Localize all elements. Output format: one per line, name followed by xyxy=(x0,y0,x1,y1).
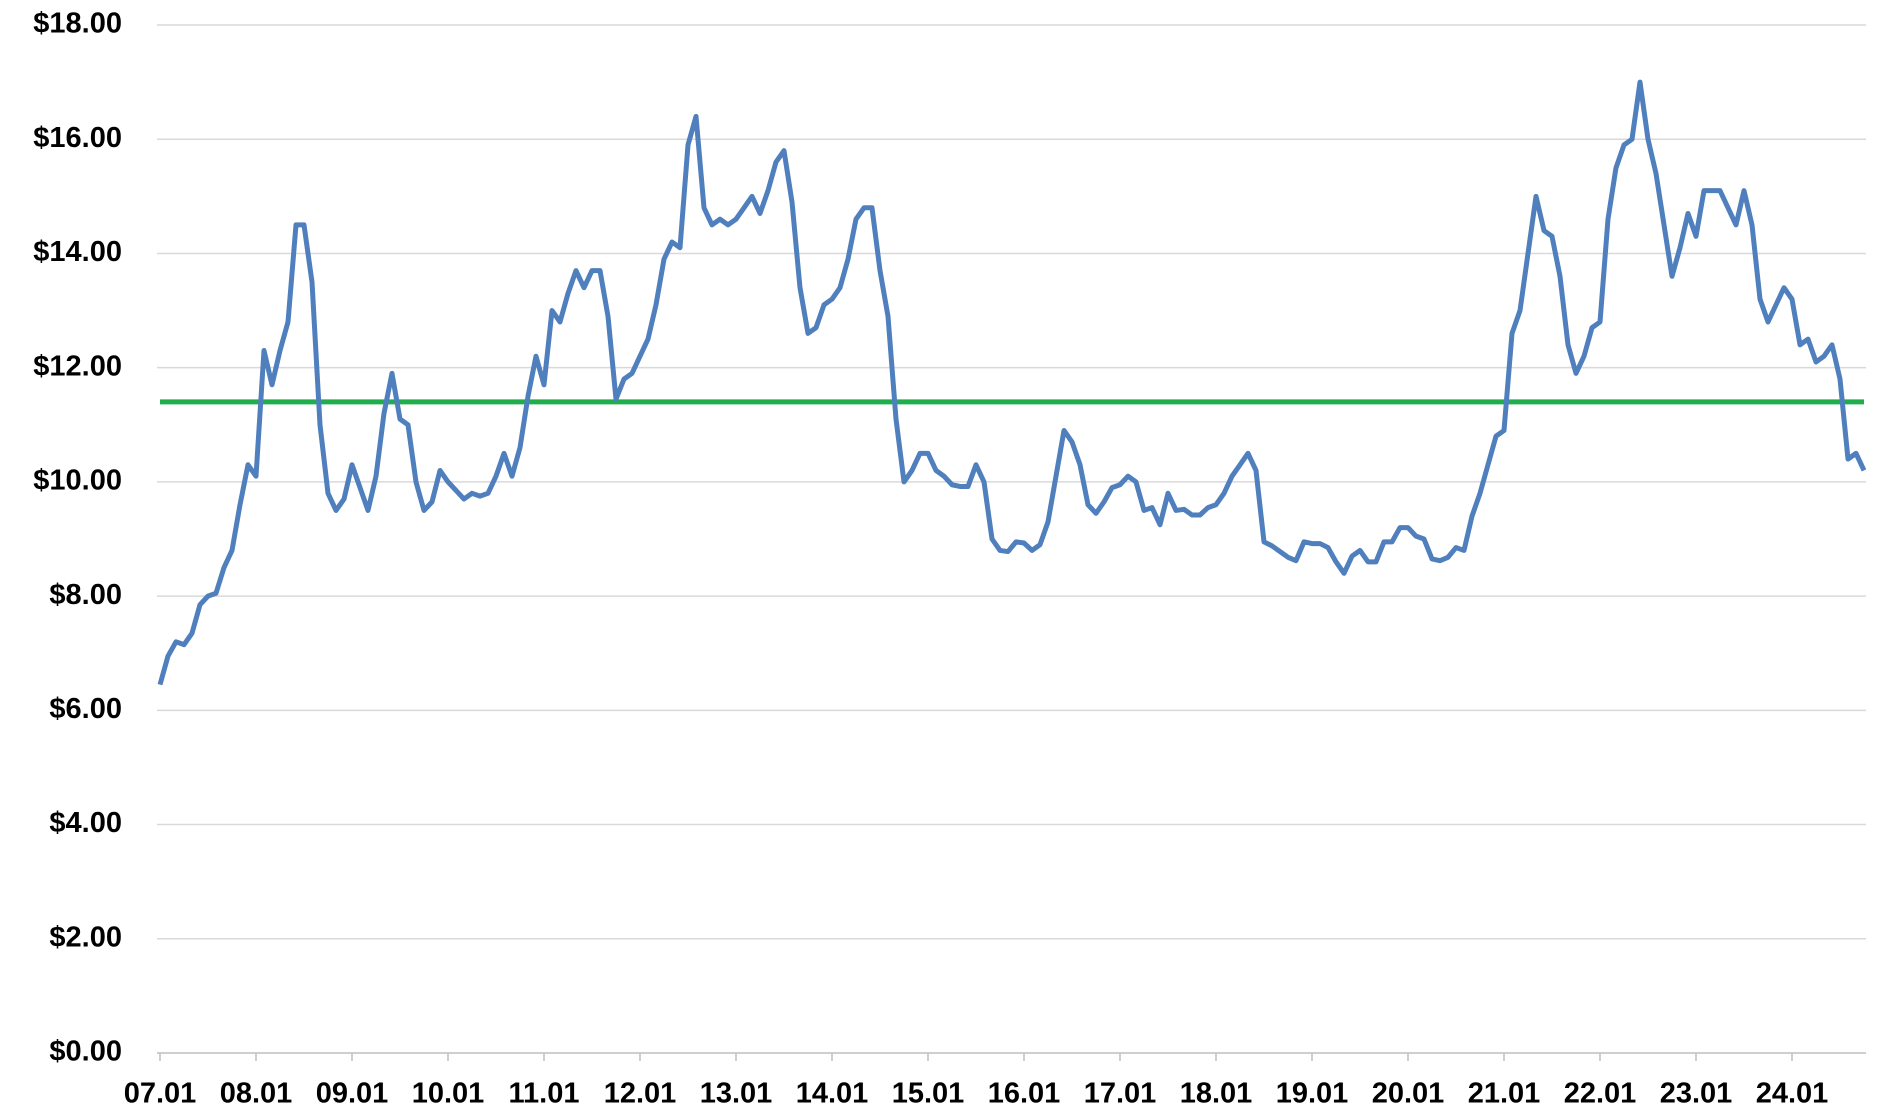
x-tick-label: 16.01 xyxy=(988,1078,1061,1107)
x-tick-label: 07.01 xyxy=(124,1078,197,1107)
x-tick-label: 14.01 xyxy=(796,1078,869,1107)
y-tick-label: $0.00 xyxy=(49,1036,122,1068)
y-tick-label: $4.00 xyxy=(49,807,122,839)
y-tick-label: $10.00 xyxy=(33,465,122,497)
x-tick-label: 13.01 xyxy=(700,1078,773,1107)
y-tick-label: $18.00 xyxy=(33,8,122,40)
y-tick-label: $8.00 xyxy=(49,579,122,611)
x-tick-label: 11.01 xyxy=(509,1078,580,1107)
x-tick-label: 23.01 xyxy=(1660,1078,1733,1107)
x-tick-label: 21.01 xyxy=(1468,1078,1541,1107)
y-tick-label: $6.00 xyxy=(49,693,122,725)
x-tick-label: 10.01 xyxy=(412,1078,485,1107)
x-tick-label: 19.01 xyxy=(1276,1078,1349,1107)
y-tick-label: $12.00 xyxy=(33,350,122,382)
x-tick-label: 20.01 xyxy=(1372,1078,1445,1107)
line-series xyxy=(157,79,1867,686)
x-tick-label: 22.01 xyxy=(1564,1078,1637,1107)
y-tick-label: $14.00 xyxy=(33,236,122,268)
x-tick-label: 24.01 xyxy=(1756,1078,1829,1107)
x-tick-label: 09.01 xyxy=(316,1078,389,1107)
y-tick-label: $2.00 xyxy=(49,921,122,953)
x-tick-label: 17.01 xyxy=(1084,1078,1157,1107)
x-tick-label: 15.01 xyxy=(892,1078,965,1107)
x-tick-label: 08.01 xyxy=(220,1078,293,1107)
y-tick-label: $16.00 xyxy=(33,122,122,154)
x-tick-label: 18.01 xyxy=(1180,1078,1253,1107)
x-tick-label: 12.01 xyxy=(604,1078,677,1107)
